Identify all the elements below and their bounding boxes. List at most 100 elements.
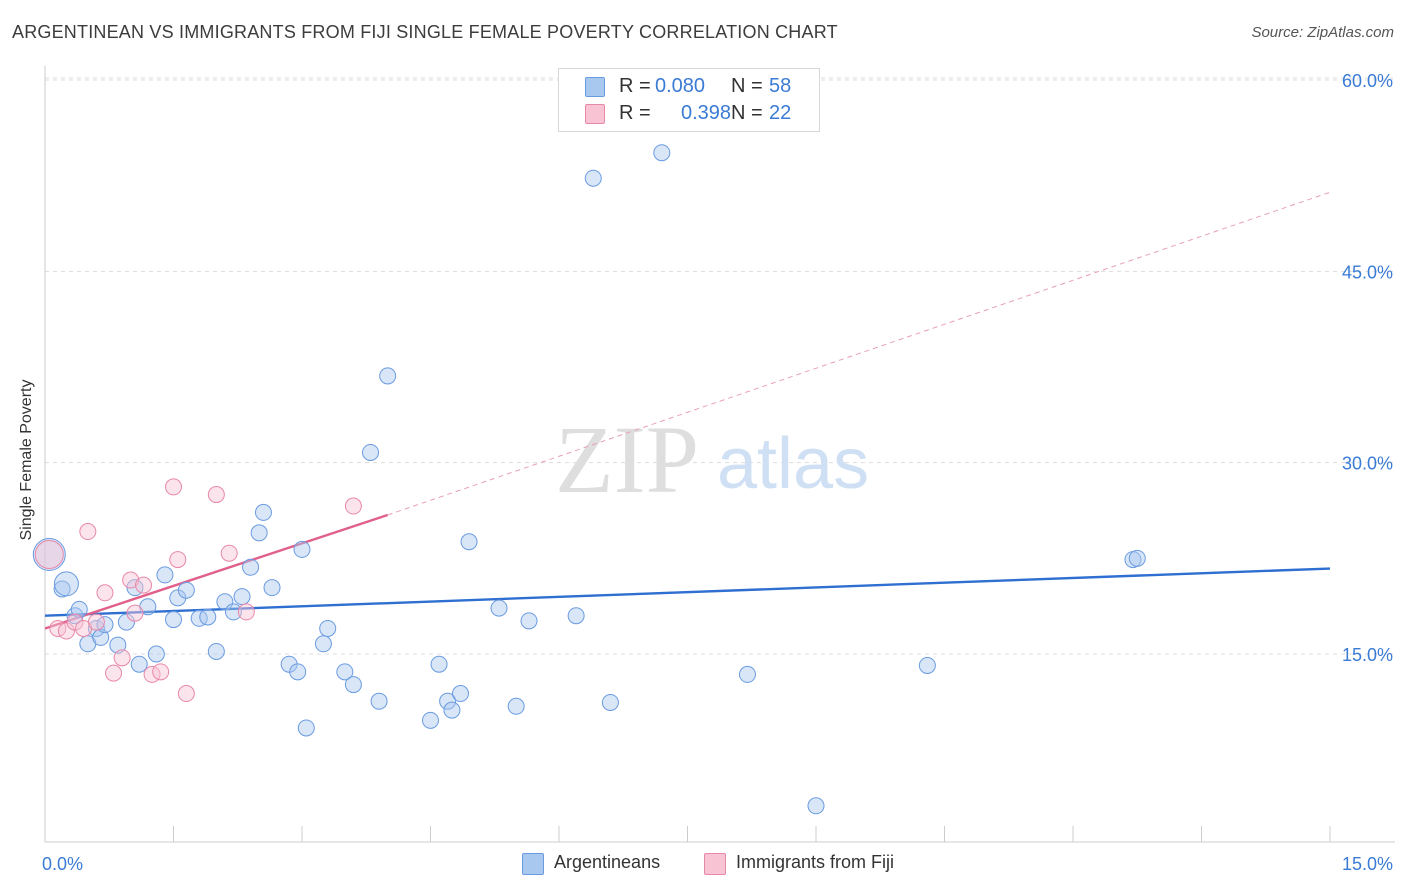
argentineans-point bbox=[336, 663, 354, 681]
argentineans-point bbox=[130, 655, 148, 673]
x-tick-label: 0.0% bbox=[42, 854, 83, 874]
argentineans-point bbox=[117, 613, 135, 631]
watermark: ZIP atlas bbox=[555, 406, 869, 513]
x-tick-label: 15.0% bbox=[1342, 854, 1393, 874]
bottom-legend-swatch-argentineans bbox=[522, 853, 544, 875]
argentineans-point bbox=[297, 719, 315, 737]
argentineans-point bbox=[207, 642, 225, 660]
argentineans-point bbox=[584, 169, 602, 187]
y-axis-label-wrap: Single Female Poverty bbox=[15, 380, 35, 541]
argentineans-point bbox=[738, 665, 756, 683]
y-axis-label: Single Female Poverty bbox=[18, 379, 35, 541]
argentineans-point bbox=[190, 609, 208, 627]
legend-r-value: 0.398 bbox=[681, 102, 732, 124]
argentineans-point bbox=[314, 635, 332, 653]
argentineans-point bbox=[242, 558, 260, 576]
argentineans-point bbox=[443, 701, 461, 719]
fiji-point bbox=[105, 664, 123, 682]
argentineans-point bbox=[379, 367, 397, 385]
axes bbox=[44, 66, 1395, 843]
y-tick-label: 60.0% bbox=[1342, 71, 1393, 91]
fiji-point bbox=[207, 486, 225, 504]
argentineans-point bbox=[918, 656, 936, 674]
argentineans-point bbox=[451, 685, 469, 703]
argentineans-point bbox=[567, 607, 585, 625]
legend-n-value: 22 bbox=[769, 102, 792, 124]
fiji-point bbox=[66, 613, 84, 631]
fiji-point bbox=[165, 478, 182, 496]
trend-lines bbox=[44, 191, 1331, 630]
argentineans-point bbox=[250, 524, 268, 542]
trend-line-1 bbox=[44, 513, 389, 630]
fiji-point bbox=[126, 604, 144, 622]
argentineans-point bbox=[439, 692, 457, 710]
y-tick-label: 15.0% bbox=[1342, 645, 1393, 665]
argentineans-point bbox=[507, 697, 525, 715]
argentineans-point bbox=[254, 503, 272, 521]
argentineans-point bbox=[460, 533, 478, 551]
argentineans-point bbox=[32, 538, 66, 572]
argentineans-point bbox=[370, 692, 388, 710]
fiji-point bbox=[237, 603, 255, 621]
watermark-zip: ZIP bbox=[555, 406, 699, 513]
argentineans-point bbox=[233, 588, 251, 606]
argentineans-point bbox=[224, 603, 242, 621]
argentineans-point bbox=[87, 619, 105, 637]
fiji-point bbox=[169, 551, 187, 569]
argentineans-point bbox=[601, 693, 619, 711]
bottom-legend-swatch-fiji bbox=[704, 853, 726, 875]
argentineans-point bbox=[177, 581, 195, 599]
legend: R = 0.080 N = 58 R = 0.398 N = 22 bbox=[558, 68, 820, 132]
fiji-point bbox=[152, 663, 170, 681]
fiji-point bbox=[122, 571, 140, 589]
y-tick-label: 30.0% bbox=[1342, 454, 1393, 474]
legend-n-value: 58 bbox=[769, 75, 792, 97]
legend-swatch-fiji bbox=[585, 104, 605, 124]
argentineans-point bbox=[199, 608, 217, 626]
fiji-point bbox=[79, 523, 97, 541]
fiji-point bbox=[87, 613, 105, 631]
legend-r-value: 0.080 bbox=[655, 75, 706, 97]
bottom-legend-label: Immigrants from Fiji bbox=[736, 852, 895, 872]
fiji-point bbox=[34, 540, 64, 570]
fiji-point bbox=[57, 622, 75, 640]
data-points bbox=[32, 144, 1146, 815]
argentineans-point bbox=[362, 443, 380, 461]
argentineans-point bbox=[53, 571, 79, 597]
source-label: Source: ZipAtlas.com bbox=[1251, 24, 1394, 41]
legend-swatch-argentineans bbox=[585, 77, 605, 97]
argentineans-point bbox=[289, 663, 307, 681]
argentineans-point bbox=[344, 676, 362, 694]
argentineans-point bbox=[165, 611, 182, 629]
argentineans-point bbox=[520, 612, 538, 630]
argentineans-point bbox=[1128, 549, 1146, 567]
bottom-legend-label: Argentineans bbox=[554, 852, 661, 872]
argentineans-point bbox=[147, 645, 165, 663]
legend-n-label: N = bbox=[731, 75, 763, 97]
argentineans-point bbox=[490, 599, 508, 617]
fiji-point bbox=[135, 576, 153, 594]
argentineans-point bbox=[70, 600, 88, 618]
chart-title: ARGENTINEAN VS IMMIGRANTS FROM FIJI SING… bbox=[12, 22, 838, 42]
fiji-point bbox=[113, 649, 131, 667]
tick-labels: 15.0% 30.0% 45.0% 60.0% 0.0% 15.0% bbox=[42, 71, 1393, 874]
argentineans-point bbox=[263, 579, 281, 597]
legend-r-label: R = bbox=[619, 75, 651, 97]
argentineans-point bbox=[422, 711, 439, 729]
fiji-point bbox=[220, 544, 238, 562]
argentineans-point bbox=[156, 566, 174, 584]
argentineans-point bbox=[109, 636, 127, 654]
watermark-atlas: atlas bbox=[717, 424, 869, 504]
fiji-point bbox=[177, 685, 195, 703]
legend-r-label: R = bbox=[619, 102, 651, 124]
trend-extension-1 bbox=[387, 191, 1331, 516]
fiji-point bbox=[96, 584, 114, 602]
fiji-point bbox=[344, 497, 362, 515]
legend-n-label: N = bbox=[731, 102, 763, 124]
trend-line-0 bbox=[44, 567, 1331, 617]
argentineans-point bbox=[807, 797, 825, 815]
argentineans-point bbox=[293, 540, 311, 558]
argentineans-point bbox=[319, 619, 337, 637]
argentineans-point bbox=[430, 655, 448, 673]
